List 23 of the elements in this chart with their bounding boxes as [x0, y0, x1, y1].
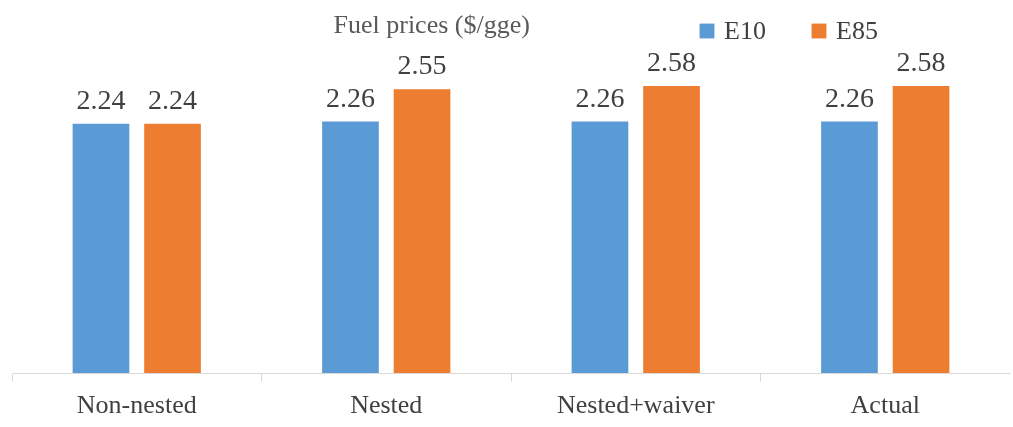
data-label: 2.26	[325, 81, 375, 113]
bar	[571, 121, 629, 373]
x-tick-label: Actual	[850, 389, 920, 419]
x-tick-label: Non-nested	[76, 389, 197, 419]
bar	[72, 123, 130, 373]
bar	[821, 121, 878, 373]
bar	[322, 121, 379, 373]
legend-label: E85	[836, 16, 878, 45]
chart-title: Fuel prices ($/gge)	[333, 10, 530, 39]
data-label: 2.24	[76, 83, 126, 115]
bar	[393, 89, 451, 373]
x-tick-label: Nested+waiver	[556, 389, 715, 419]
data-label: 2.55	[397, 49, 447, 81]
bar	[144, 123, 201, 373]
data-label: 2.58	[647, 46, 697, 77]
bar	[892, 86, 950, 373]
data-label: 2.26	[824, 81, 874, 113]
x-tick-label: Nested	[350, 389, 423, 419]
legend-label: E10	[724, 16, 766, 45]
data-label: 2.58	[896, 46, 946, 77]
bar	[643, 86, 700, 373]
data-label: 2.24	[148, 83, 198, 115]
data-label: 2.26	[575, 81, 625, 113]
